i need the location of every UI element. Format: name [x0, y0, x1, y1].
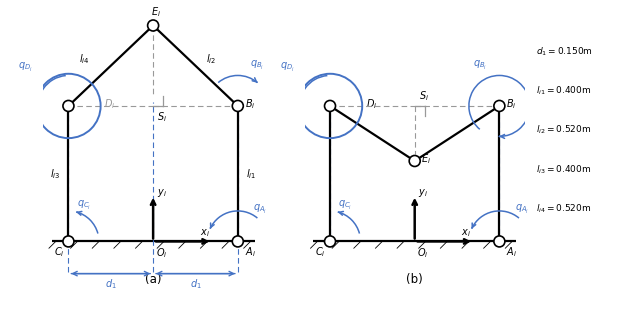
Text: $l_{i3}$: $l_{i3}$ — [50, 167, 60, 180]
Text: $E_i$: $E_i$ — [422, 152, 431, 166]
Circle shape — [325, 100, 336, 111]
Text: $d_1$: $d_1$ — [189, 277, 202, 291]
Text: $q_{A_i}$: $q_{A_i}$ — [253, 203, 267, 216]
Circle shape — [494, 236, 505, 247]
Text: $q_{A_i}$: $q_{A_i}$ — [515, 203, 529, 216]
Text: $D_i$: $D_i$ — [366, 97, 377, 111]
Text: $q_{B_i}$: $q_{B_i}$ — [251, 59, 265, 72]
Text: $q_{C_i}$: $q_{C_i}$ — [339, 199, 353, 212]
Circle shape — [494, 100, 505, 111]
Text: $y_i$: $y_i$ — [156, 187, 167, 199]
Text: $q_{C_i}$: $q_{C_i}$ — [77, 199, 91, 212]
Text: $O_i$: $O_i$ — [156, 246, 167, 260]
Text: $C_i$: $C_i$ — [54, 246, 64, 260]
Text: $y_i$: $y_i$ — [418, 187, 428, 199]
Text: $l_{i2} = 0.520\mathrm{m}$: $l_{i2} = 0.520\mathrm{m}$ — [536, 124, 591, 136]
Text: $D_i$: $D_i$ — [104, 97, 115, 111]
Text: $x_i$: $x_i$ — [461, 227, 471, 239]
Text: $d_1$: $d_1$ — [105, 277, 117, 291]
Text: $A_i$: $A_i$ — [244, 246, 256, 260]
Text: $O_i$: $O_i$ — [417, 246, 429, 260]
Text: $l_{i2}$: $l_{i2}$ — [205, 52, 216, 66]
Text: $l_{i4} = 0.520\mathrm{m}$: $l_{i4} = 0.520\mathrm{m}$ — [536, 202, 591, 215]
Text: $S_i$: $S_i$ — [158, 110, 167, 124]
Circle shape — [232, 236, 243, 247]
Text: $l_{i3} = 0.400\mathrm{m}$: $l_{i3} = 0.400\mathrm{m}$ — [536, 163, 591, 176]
Text: $B_i$: $B_i$ — [244, 97, 255, 111]
Text: $q_{B_i}$: $q_{B_i}$ — [473, 59, 487, 72]
Text: $l_{i1}$: $l_{i1}$ — [246, 167, 256, 180]
Text: $E_i$: $E_i$ — [151, 5, 161, 19]
Text: $B_i$: $B_i$ — [506, 97, 517, 111]
Circle shape — [325, 236, 336, 247]
Text: $l_{i4}$: $l_{i4}$ — [79, 52, 89, 66]
Circle shape — [63, 236, 74, 247]
Text: $C_i$: $C_i$ — [315, 246, 326, 260]
Text: (a): (a) — [145, 273, 161, 286]
Text: $S_i$: $S_i$ — [419, 89, 429, 102]
Circle shape — [63, 100, 74, 111]
Circle shape — [409, 156, 420, 166]
Text: $x_i$: $x_i$ — [200, 227, 209, 239]
Text: $q_{D_i}$: $q_{D_i}$ — [279, 61, 295, 74]
Circle shape — [147, 20, 159, 31]
Text: $q_{D_i}$: $q_{D_i}$ — [18, 61, 33, 74]
Circle shape — [232, 100, 243, 111]
Text: $d_1 = 0.150\mathrm{m}$: $d_1 = 0.150\mathrm{m}$ — [536, 45, 593, 58]
Text: $A_i$: $A_i$ — [506, 246, 517, 260]
Text: $l_{i1} = 0.400\mathrm{m}$: $l_{i1} = 0.400\mathrm{m}$ — [536, 84, 591, 97]
Text: (b): (b) — [406, 273, 423, 286]
